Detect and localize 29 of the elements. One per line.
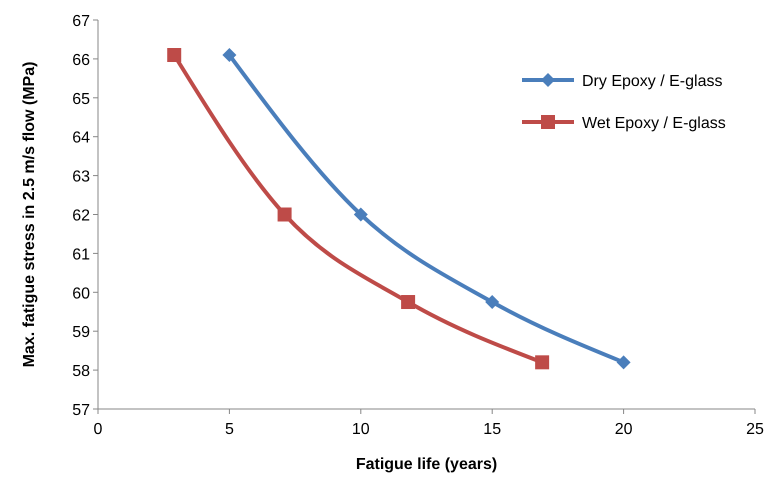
x-tick-label: 20 (614, 421, 633, 438)
x-tick-label: 15 (483, 421, 502, 438)
y-tick-label: 64 (72, 130, 90, 147)
y-tick-label: 65 (72, 90, 90, 108)
x-axis-title: Fatigue life (years) (356, 456, 498, 473)
legend-label: Dry Epoxy / E-glass (582, 73, 722, 90)
point (167, 48, 182, 62)
y-tick-label: 58 (72, 363, 90, 380)
y-tick-label: 63 (72, 168, 90, 186)
x-tick-label: 10 (352, 421, 370, 438)
point (222, 48, 236, 62)
y-tick-label: 61 (72, 246, 90, 264)
y-tick-label: 67 (72, 13, 90, 30)
x-tick-label: 25 (746, 421, 764, 438)
y-tick-label: 59 (72, 324, 90, 342)
y-axis-title: Max. fatigue stress in 2.5 m/s flow (MPa) (21, 62, 38, 368)
y-tick-label: 60 (72, 285, 90, 302)
point (616, 355, 631, 370)
point (401, 295, 416, 310)
point (535, 355, 550, 370)
point (485, 295, 500, 310)
point (354, 208, 368, 222)
y-tick-label: 62 (72, 208, 90, 224)
point (278, 208, 292, 222)
x-tick-label: 0 (94, 421, 103, 438)
y-tick-label: 57 (72, 402, 90, 419)
x-tick-label: 5 (224, 421, 234, 438)
legend-label: Wet Epoxy / E-glass (582, 115, 726, 132)
y-tick-label: 66 (72, 52, 90, 69)
